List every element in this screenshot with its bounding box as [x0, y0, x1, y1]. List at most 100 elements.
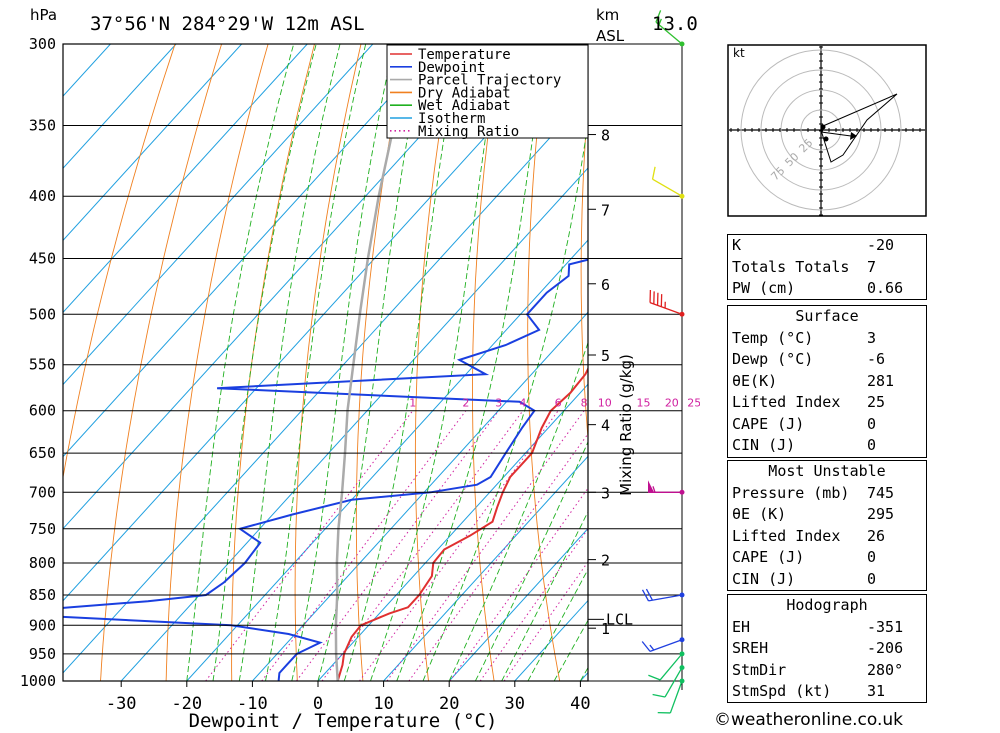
wind-barb-feather — [653, 291, 655, 305]
wind-barbs — [641, 10, 685, 714]
x-tick-label: 20 — [439, 694, 459, 714]
x-axis-label: Dewpoint / Temperature (°C) — [189, 710, 498, 732]
plot-frame — [62, 43, 589, 682]
mixing-ratio-axis-label: Mixing Ratio (g/kg) — [617, 354, 635, 496]
most-unstable-label: Pressure (mb) — [732, 483, 850, 502]
wind-barb — [655, 10, 683, 45]
km-tick-label: 4 — [601, 417, 610, 435]
lcl-label: LCL — [606, 610, 633, 628]
isotherm-line — [383, 455, 588, 681]
wind-barb — [649, 289, 683, 315]
wind-barb — [648, 480, 682, 493]
wind-barb — [652, 667, 683, 698]
most-unstable-value: 0 — [867, 548, 877, 566]
hodograph-value: -351 — [867, 617, 904, 636]
copyright-text: ©weatheronline.co.uk — [714, 710, 904, 730]
pressure-tick-label: 650 — [29, 444, 56, 462]
hodograph-row: EH -351 — [728, 617, 926, 639]
pressure-tick-label: 600 — [29, 402, 56, 420]
km-tick-label: 8 — [601, 127, 610, 145]
km-tick-label: 5 — [601, 347, 610, 365]
isotherm-line — [63, 44, 571, 602]
isotherm-line — [63, 44, 308, 314]
wind-barb-feather — [641, 641, 651, 652]
isotherm-line — [63, 44, 177, 169]
hodo-surface-dot — [820, 124, 826, 130]
x-tick-label: 30 — [505, 694, 525, 714]
surface-label: Temp (°C) — [732, 328, 814, 347]
isotherm-line — [120, 167, 588, 681]
most-unstable-row: CAPE (J) 0 — [728, 547, 926, 569]
most-unstable-label: θE (K) — [732, 505, 787, 523]
mixing-ratio-line — [296, 410, 500, 681]
index-row: Totals Totals 7 — [728, 257, 926, 279]
hodo-motion-arrow — [850, 132, 857, 140]
surface-value: 0 — [867, 414, 877, 433]
isotherm-line — [63, 95, 588, 674]
most-unstable-row: CIN (J) 0 — [728, 569, 926, 591]
wet-adiabat-line — [265, 44, 367, 681]
surface-label: θE(K) — [732, 371, 778, 390]
mixing-ratio-label: 8 — [581, 397, 588, 410]
profile-temperature — [336, 366, 588, 681]
mixing-ratio-label: 2 — [462, 397, 469, 410]
legend-label: Mixing Ratio — [418, 124, 519, 140]
mixing-ratio-line — [479, 528, 588, 681]
pressure-tick-label: 750 — [29, 520, 56, 538]
header-datetime: 13.01.2022 12GMT (Base: 12) — [652, 13, 700, 35]
most-unstable-label: CAPE (J) — [732, 548, 805, 566]
header-pressure-unit: hPa — [30, 6, 57, 24]
mixing-ratio-label: 3 — [495, 397, 502, 410]
wind-barb-shaft — [649, 639, 683, 652]
dry-adiabat-line — [355, 44, 408, 681]
isotherm-line — [63, 44, 439, 458]
km-tick-label: 6 — [601, 276, 610, 294]
mixing-ratio-line — [408, 433, 588, 681]
wind-barb — [657, 680, 683, 714]
index-row: PW (cm) 0.66 — [728, 278, 926, 300]
dry-adiabat-line — [231, 44, 315, 681]
pressure-tick-label: 550 — [29, 356, 56, 374]
hodo-ring — [760, 69, 882, 191]
surface-label: CAPE (J) — [732, 414, 805, 433]
wind-barb-shaft — [648, 594, 683, 602]
hodograph-row: StmSpd (kt) 31 — [728, 681, 926, 703]
mixing-ratio-label: 4 — [519, 397, 526, 410]
dry-adiabat-line — [580, 97, 588, 443]
most-unstable-label: Lifted Index — [732, 526, 841, 545]
index-value: -20 — [867, 236, 895, 254]
surface-row: CAPE (J) 0 — [728, 414, 926, 436]
pressure-tick-label: 700 — [29, 483, 56, 501]
index-value: 0.66 — [867, 279, 904, 297]
hodo-ring — [800, 109, 842, 151]
wind-barb-feather — [645, 588, 654, 601]
mixing-ratio-label: 6 — [555, 397, 562, 410]
legend-box — [386, 44, 589, 139]
wind-barb-half — [652, 486, 656, 493]
hodograph-value: 280° — [867, 660, 904, 679]
header-km: km — [596, 6, 619, 24]
most-unstable-row: Lifted Index 26 — [728, 526, 926, 548]
wind-barb-feather — [660, 294, 663, 307]
isotherm-line — [63, 44, 505, 530]
mixing-ratio-label: 15 — [636, 397, 650, 410]
wind-barb-half — [664, 301, 666, 309]
surface-label: Lifted Index — [732, 393, 841, 411]
surface-row: CIN (J) 0 — [728, 435, 926, 457]
pressure-tick-label: 500 — [29, 305, 56, 323]
index-row: K -20 — [728, 235, 926, 257]
legend-label: Dewpoint — [418, 60, 485, 76]
most-unstable-value: 26 — [867, 526, 886, 545]
wet-adiabat-line — [527, 568, 588, 681]
index-label: Totals Totals — [732, 257, 850, 276]
mixing-ratio-line — [386, 410, 585, 681]
surface-label: CIN (J) — [732, 436, 796, 454]
surface-label: Dewp (°C) — [732, 350, 814, 368]
mixing-ratio-line — [261, 410, 467, 681]
wind-barb-half — [658, 18, 662, 25]
wind-barb — [651, 166, 683, 197]
header-asl: ASL — [596, 27, 625, 45]
isotherm-line — [63, 44, 374, 386]
hodograph-label: StmSpd (kt) — [732, 682, 832, 700]
skew-t-diagram: 1 2 3 4 6 8 10 15 20 2530035040045050055060065070… — [20, 6, 700, 732]
